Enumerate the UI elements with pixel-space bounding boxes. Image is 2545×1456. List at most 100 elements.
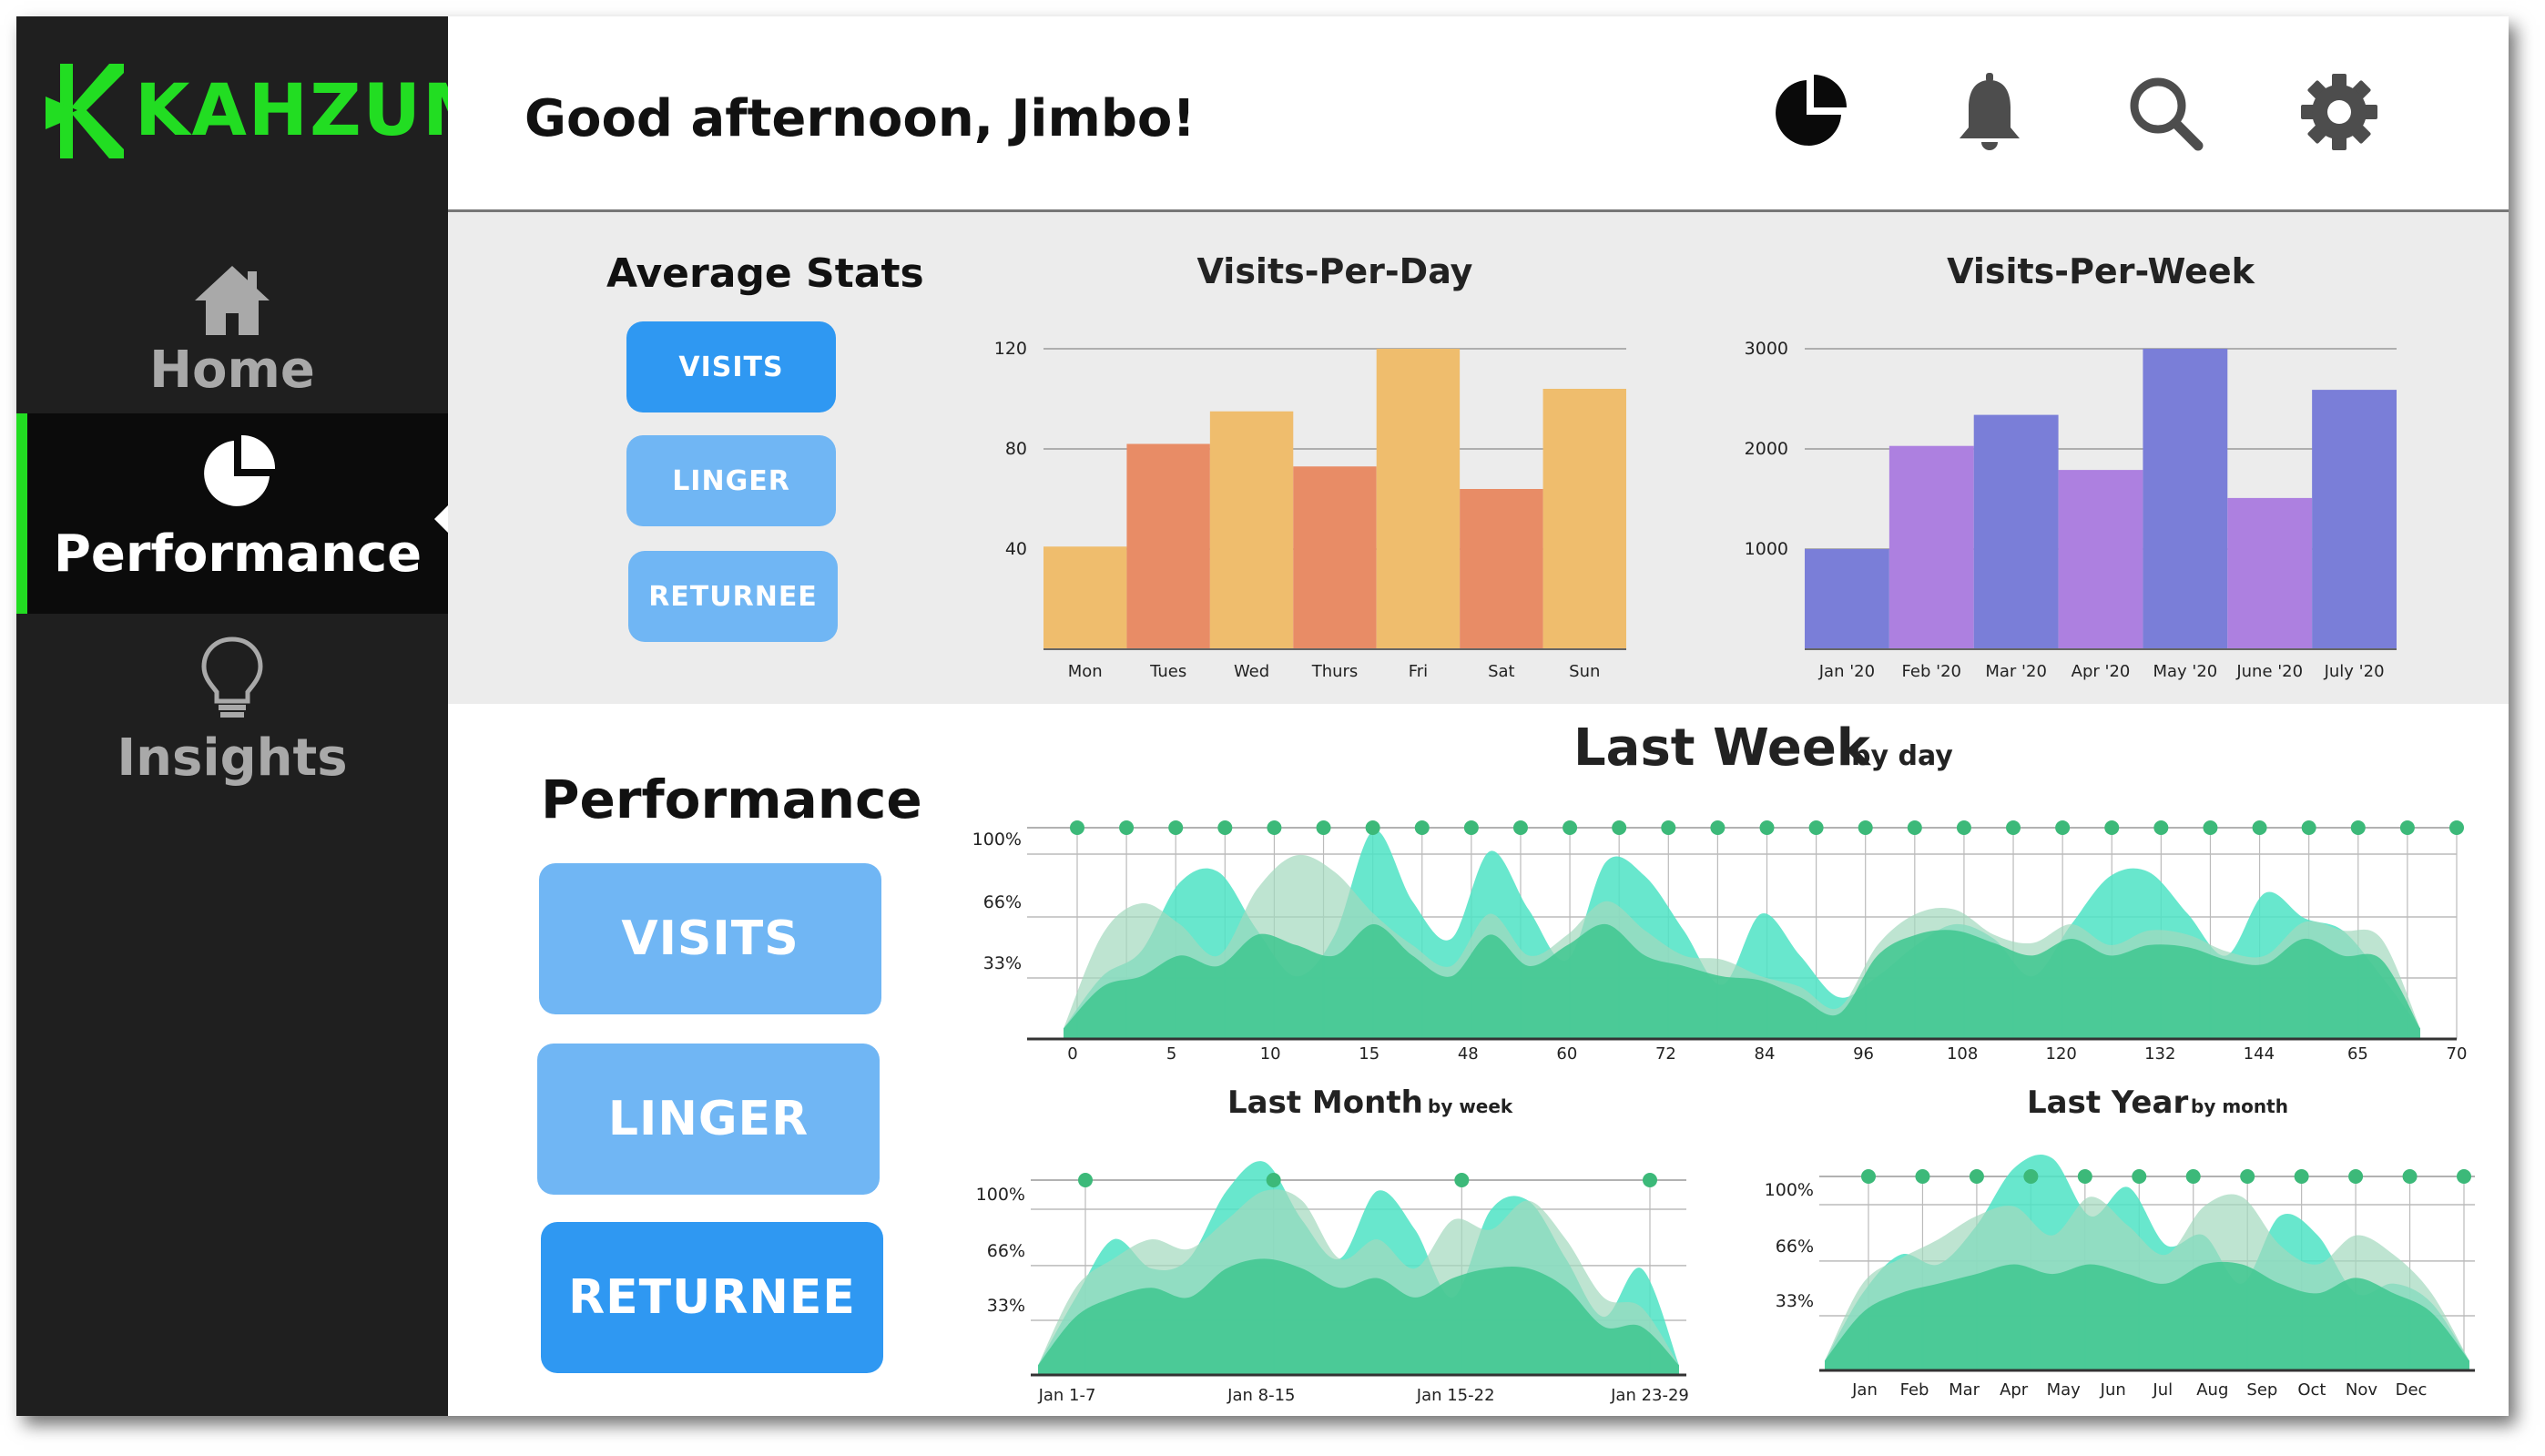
sidebar-item-label: Performance — [53, 524, 422, 584]
search-icon[interactable] — [2123, 71, 2205, 153]
data-marker — [1710, 820, 1726, 835]
data-marker — [2350, 820, 2366, 835]
x-tick-label: 120 — [2046, 1044, 2077, 1064]
data-marker — [2402, 1169, 2418, 1184]
x-tick-label: Nov — [2346, 1380, 2377, 1400]
data-marker — [2203, 820, 2218, 835]
y-tick-label: 3000 — [1745, 339, 1788, 359]
x-tick-label: Aug — [2196, 1380, 2228, 1400]
average-stats-panel: Average Stats VISITS LINGER RETURNEE Vis… — [448, 212, 2509, 704]
bar — [1209, 411, 1294, 649]
y-tick-label: 100% — [1765, 1180, 1814, 1200]
x-tick-label: 0 — [1067, 1044, 1077, 1064]
x-tick-label: 84 — [1755, 1044, 1776, 1064]
x-tick-label: Jan '20 — [1818, 662, 1875, 681]
sidebar: KAHZUM Home Performance Insights — [16, 16, 494, 1416]
y-tick-label: 66% — [987, 1241, 1025, 1261]
x-tick-label: 5 — [1166, 1044, 1176, 1064]
home-icon — [195, 266, 270, 335]
gear-icon[interactable] — [2298, 71, 2380, 153]
x-tick-label: Jul — [2152, 1380, 2173, 1400]
x-tick-label: Wed — [1234, 662, 1269, 681]
lightbulb-icon — [201, 636, 263, 718]
perf-linger-button[interactable]: LINGER — [537, 1044, 880, 1195]
bar — [1460, 489, 1543, 649]
chart-title: Last Week — [1573, 718, 1872, 778]
x-tick-label: Thurs — [1311, 662, 1359, 681]
chart-subtitle: by week — [1428, 1095, 1513, 1117]
data-marker — [2294, 1169, 2309, 1184]
data-marker — [1512, 820, 1528, 835]
data-marker — [2055, 820, 2071, 835]
logo-icon — [46, 64, 124, 158]
data-marker — [2457, 1169, 2471, 1184]
data-marker — [1119, 820, 1135, 835]
x-tick-label: Feb '20 — [1902, 662, 1961, 681]
bar — [1888, 445, 1974, 649]
data-marker — [2185, 1169, 2201, 1184]
x-tick-label: Mar '20 — [1985, 662, 2047, 681]
pie-chart-icon — [204, 434, 276, 506]
last-month-chart: Last Month by week 100% 66% 33% Jan 1-7 Jan 8-… — [976, 1084, 1689, 1405]
x-tick-label: 10 — [1260, 1044, 1281, 1064]
x-tick-label: Sat — [1488, 662, 1515, 681]
y-tick-label: 2000 — [1745, 439, 1788, 459]
pie-chart-icon[interactable] — [1770, 71, 1852, 153]
brand-logo[interactable]: KAHZUM — [44, 60, 495, 162]
data-marker — [1563, 820, 1578, 835]
active-indicator — [434, 504, 449, 534]
y-tick-label: 33% — [1776, 1291, 1814, 1311]
area-series — [1825, 1261, 2469, 1370]
data-marker — [1454, 1173, 1470, 1187]
stats-returnee-button[interactable]: RETURNEE — [628, 551, 838, 642]
app-window: KAHZUM Home Performance Insights — [16, 16, 2509, 1416]
data-marker — [1907, 820, 1922, 835]
data-marker — [1414, 820, 1430, 835]
data-marker — [1759, 820, 1775, 835]
sidebar-item-performance[interactable]: Performance — [16, 413, 449, 614]
bar — [2143, 349, 2228, 649]
data-marker — [1463, 820, 1479, 835]
y-tick-label: 33% — [983, 953, 1022, 973]
x-tick-label: 65 — [2347, 1044, 2368, 1064]
sidebar-item-home[interactable]: Home — [16, 244, 448, 422]
y-tick-label: 100% — [976, 1185, 1025, 1205]
stats-linger-button[interactable]: LINGER — [626, 435, 836, 526]
data-marker — [2077, 1169, 2092, 1184]
x-tick-label: Dec — [2396, 1380, 2428, 1400]
data-marker — [1078, 1173, 1093, 1187]
x-tick-label: 96 — [1853, 1044, 1874, 1064]
x-tick-label: Mar — [1949, 1380, 1980, 1400]
perf-visits-button[interactable]: VISITS — [539, 863, 881, 1014]
data-marker — [2399, 820, 2415, 835]
x-tick-label: Sep — [2246, 1380, 2277, 1400]
x-tick-label: 132 — [2144, 1044, 2175, 1064]
bell-icon[interactable] — [1949, 71, 2031, 153]
bar — [1805, 549, 1889, 649]
data-marker — [2301, 820, 2316, 835]
stats-visits-button[interactable]: VISITS — [626, 321, 836, 412]
data-marker — [1217, 820, 1233, 835]
x-tick-label: May — [2047, 1380, 2082, 1400]
data-marker — [1861, 1169, 1876, 1184]
sidebar-item-insights[interactable]: Insights — [16, 636, 448, 818]
x-tick-label: Apr '20 — [2072, 662, 2131, 681]
data-marker — [1915, 1169, 1930, 1184]
perf-returnee-button[interactable]: RETURNEE — [541, 1222, 883, 1373]
data-marker — [2240, 1169, 2255, 1184]
data-marker — [1808, 820, 1824, 835]
data-marker — [2006, 820, 2021, 835]
data-marker — [2348, 1169, 2364, 1184]
y-tick-label: 33% — [987, 1296, 1025, 1316]
x-tick-label: Jun — [2100, 1380, 2126, 1400]
bar — [2058, 470, 2143, 649]
visits-per-week-chart: Visits-Per-Week 1000 2000 3000 Jan '20 Feb '2… — [1745, 251, 2397, 681]
bar — [1126, 443, 1210, 649]
x-tick-label: Sun — [1569, 662, 1600, 681]
data-marker — [1267, 820, 1282, 835]
average-stats-title: Average Stats — [606, 250, 924, 297]
x-tick-label: Jan 23-29 — [1610, 1386, 1689, 1405]
y-tick-label: 100% — [972, 830, 1022, 850]
greeting-text: Good afternoon, Jimbo! — [524, 89, 1196, 148]
